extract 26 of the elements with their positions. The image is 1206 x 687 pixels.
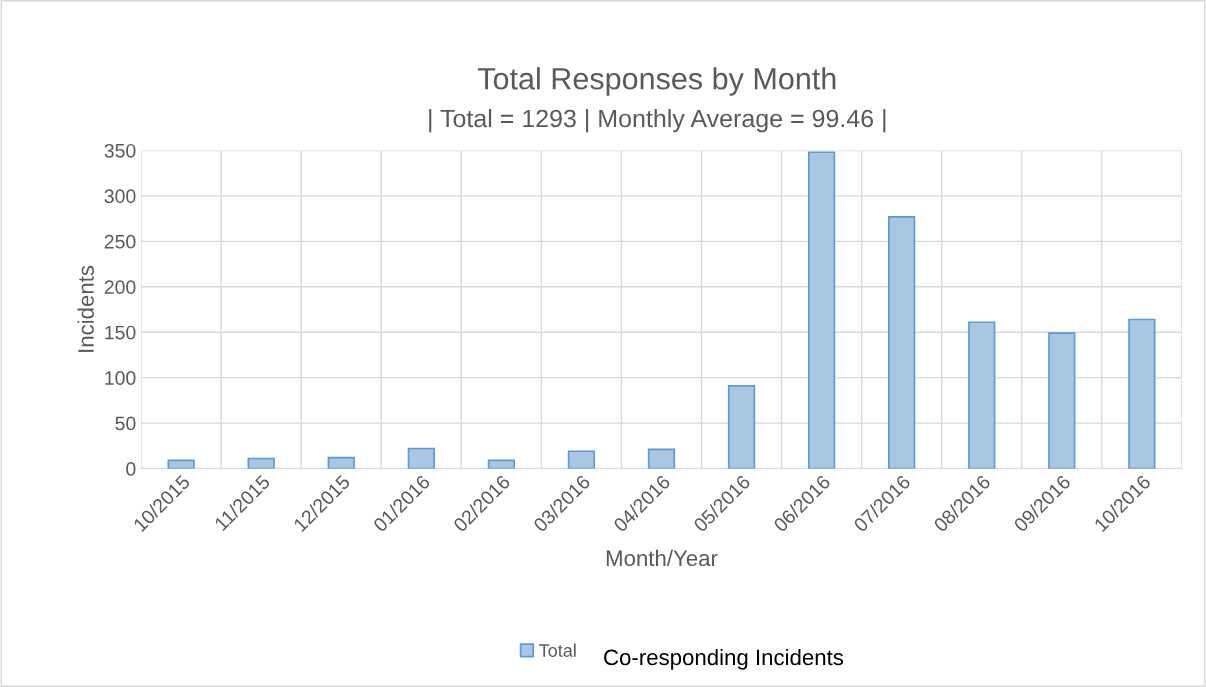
chart-title: Total Responses by Month — [477, 67, 836, 96]
legend-label: Total — [539, 643, 576, 657]
chart-subtitle: | Total = 1293 | Monthly Average = 99.46 | — [429, 108, 886, 133]
bar — [727, 384, 756, 469]
y-tick-label: 250 — [104, 234, 136, 249]
bar — [888, 215, 916, 469]
y-tick-label: 150 — [105, 325, 136, 340]
bar — [247, 457, 275, 469]
bar — [807, 151, 836, 469]
y-tick-label: 300 — [104, 189, 136, 204]
y-tick-label: 100 — [105, 371, 136, 385]
text: Co-responding Incidents — [604, 648, 844, 670]
y-tick-label: 0 — [126, 462, 136, 476]
y-axis-title: Incidents — [77, 265, 94, 352]
bar — [407, 447, 435, 469]
bar — [1048, 332, 1076, 469]
bar — [327, 456, 355, 469]
y-tick-label: 50 — [115, 416, 136, 431]
bar — [1128, 318, 1156, 469]
bar — [647, 448, 676, 469]
bar — [167, 459, 195, 469]
y-tick-label: 350 — [104, 143, 136, 158]
bar — [567, 450, 596, 469]
bar — [968, 321, 996, 469]
x-axis-title: Month/Year — [606, 549, 718, 567]
y-tick-label: 200 — [104, 280, 136, 295]
